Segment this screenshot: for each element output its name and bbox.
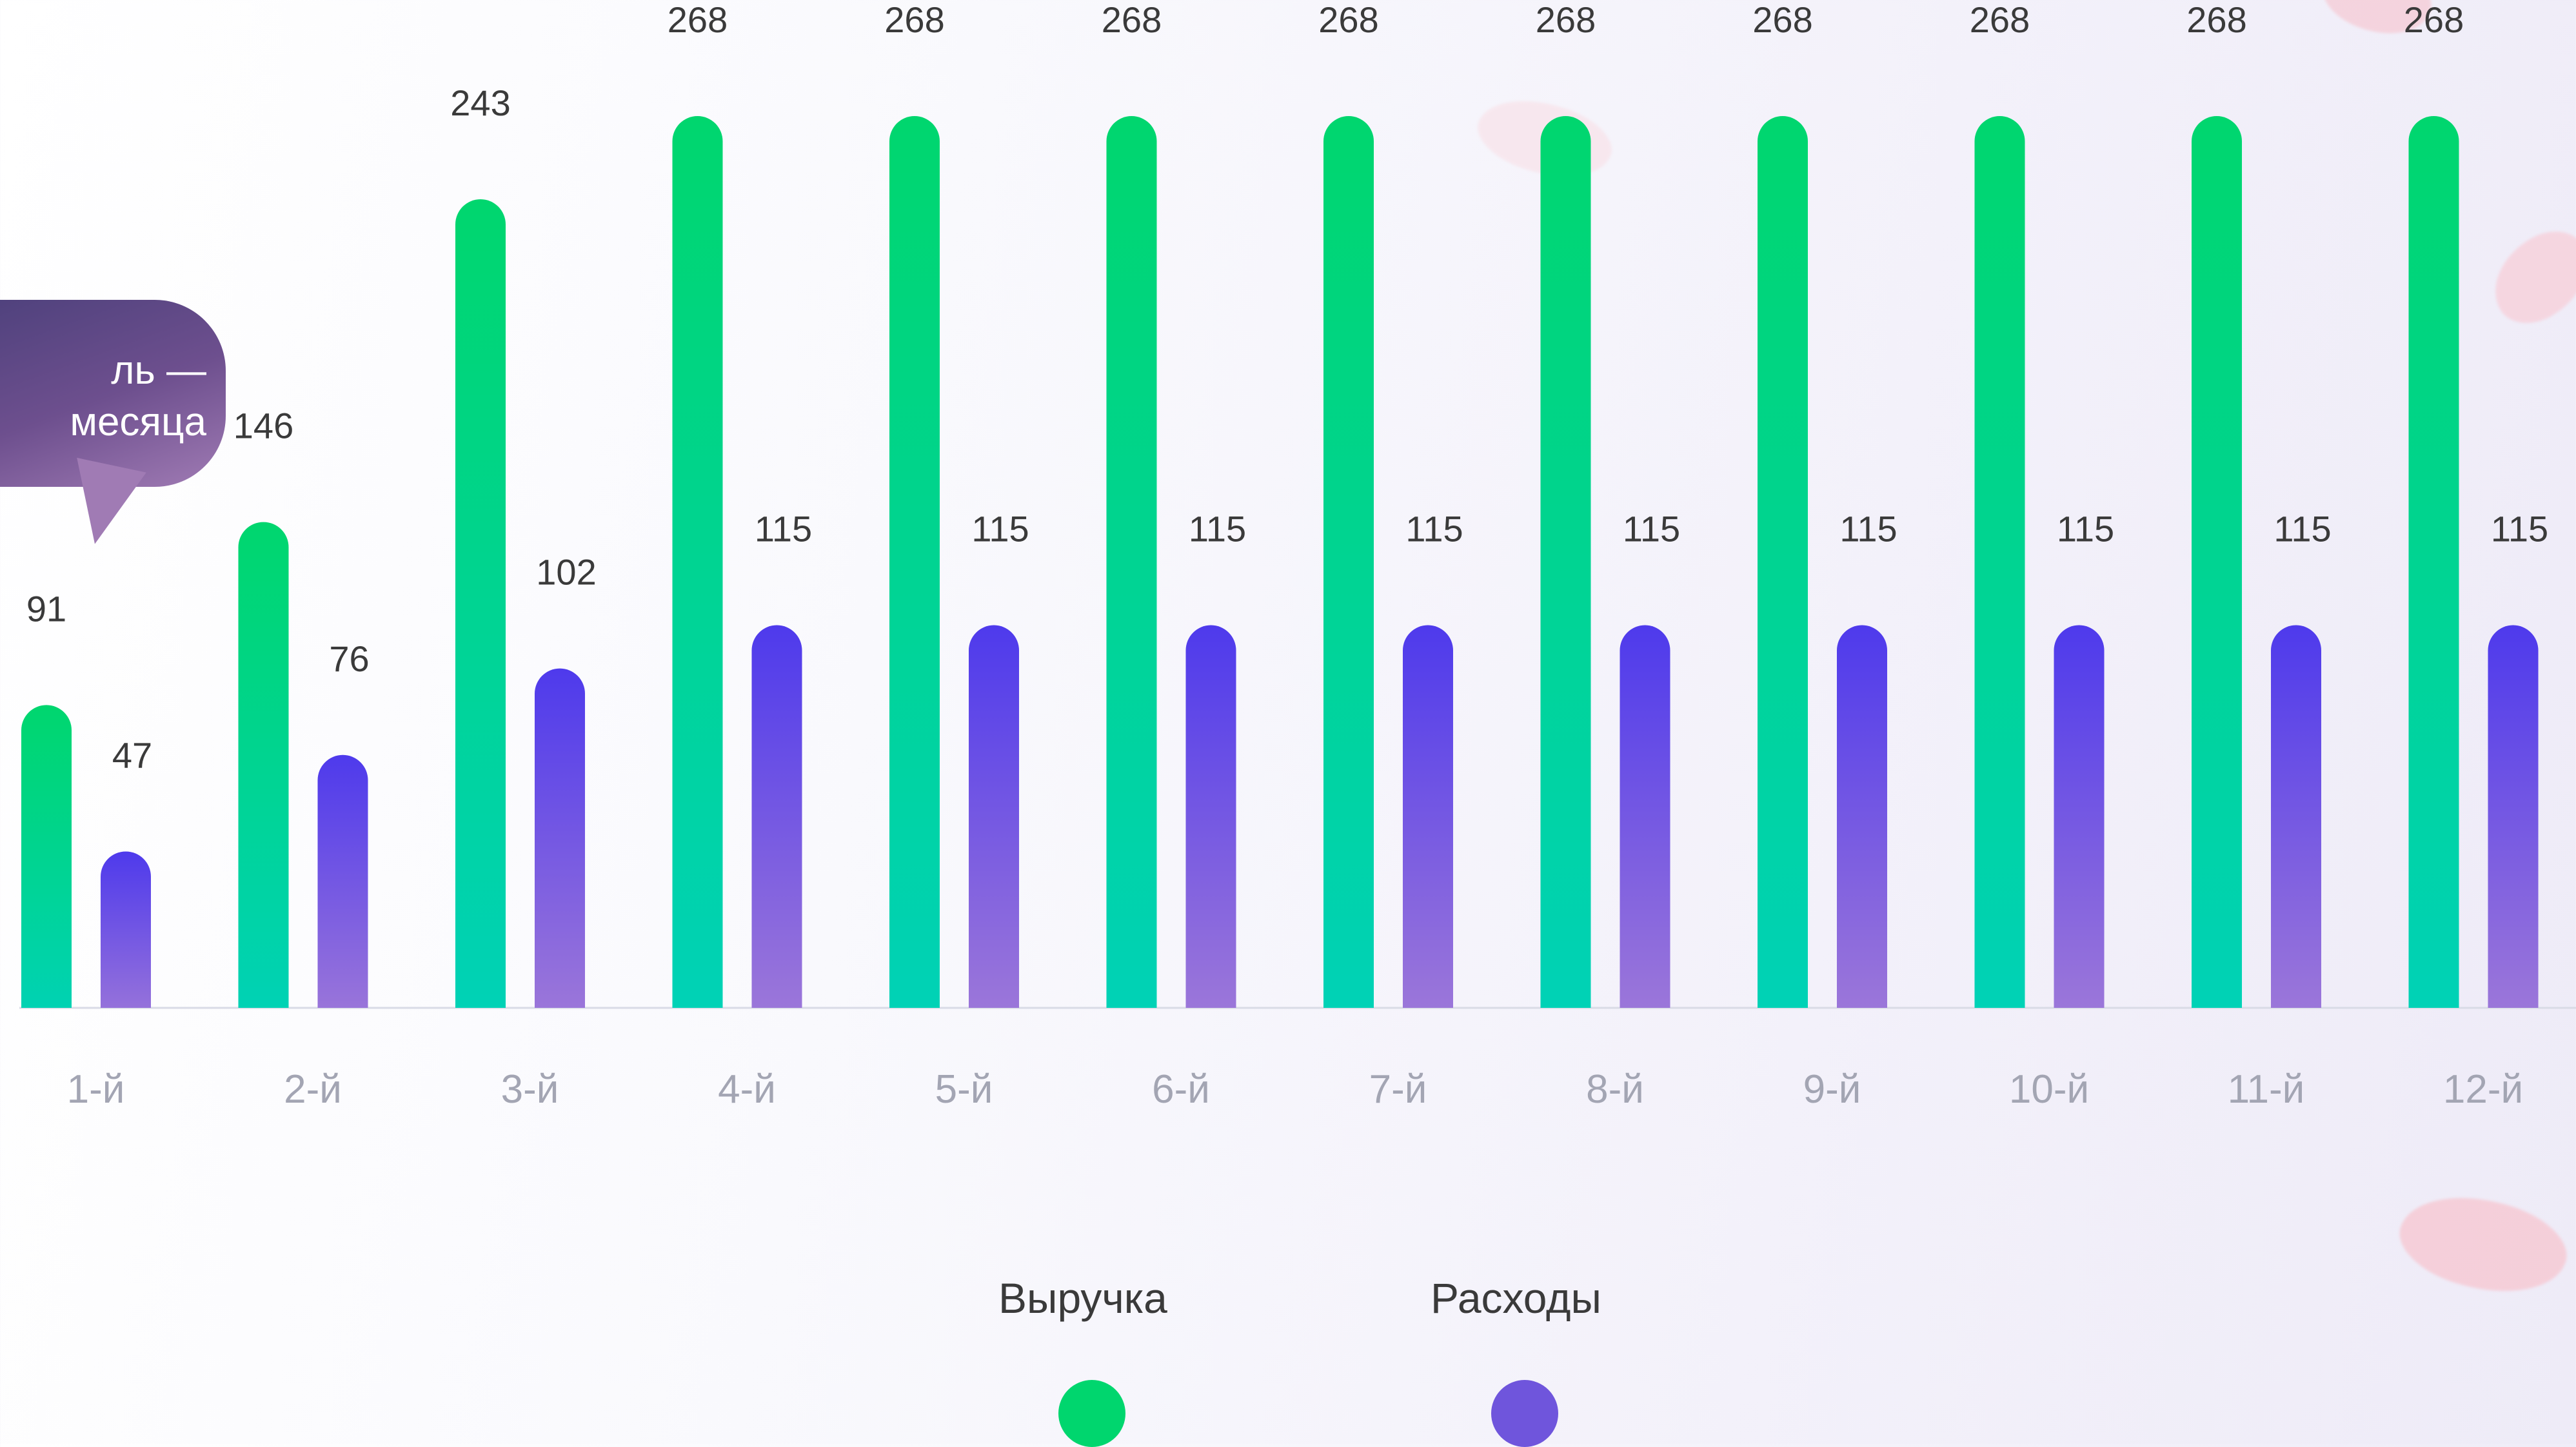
bar-revenue-12 [2409,116,2459,1033]
x-tick-label-9: 9-й [1803,1067,1861,1112]
value-label-expenses-7: 115 [1405,509,1463,549]
bar-revenue-8 [1541,116,1591,1033]
x-tick-label-3: 3-й [501,1067,559,1112]
value-label-revenue-2: 146 [233,406,293,446]
bar-expenses-5 [969,625,1019,1033]
bar-expenses-1 [101,851,151,1033]
value-label-revenue-11: 268 [2186,0,2246,40]
bar-expenses-7 [1403,625,1453,1033]
value-label-expenses-5: 115 [971,509,1029,549]
x-tick-label-7: 7-й [1369,1067,1427,1112]
x-tick-label-5: 5-й [935,1067,993,1112]
bar-expenses-10 [2054,625,2105,1033]
x-tick-label-1: 1-й [67,1067,125,1112]
value-label-expenses-12: 115 [2491,509,2548,549]
value-label-expenses-1: 47 [112,734,152,775]
value-label-expenses-11: 115 [2274,509,2331,549]
tooltip-text: ль — месяца [0,345,206,448]
bar-expenses-6 [1186,625,1236,1033]
bar-expenses-4 [752,625,802,1033]
bar-revenue-5 [889,116,940,1033]
x-tick-label-8: 8-й [1586,1067,1644,1112]
bar-expenses-11 [2271,625,2321,1033]
tooltip-line-2: месяца [0,397,206,448]
x-tick-label-6: 6-й [1152,1067,1210,1112]
bar-revenue-6 [1107,116,1157,1033]
value-label-expenses-8: 115 [1623,509,1680,549]
value-label-expenses-10: 115 [2057,509,2114,549]
value-label-revenue-12: 268 [2404,0,2464,40]
value-label-expenses-3: 102 [536,552,596,593]
value-label-expenses-6: 115 [1189,509,1246,549]
value-label-revenue-9: 268 [1752,0,1812,40]
bar-revenue-10 [1975,116,2025,1033]
bar-expenses-3 [535,669,585,1033]
value-label-expenses-9: 115 [1839,509,1897,549]
value-label-revenue-3: 243 [450,83,510,123]
x-tick-label-4: 4-й [718,1067,776,1112]
bar-expenses-8 [1620,625,1670,1033]
bar-revenue-1 [21,705,72,1033]
x-tick-label-11: 11-й [2228,1067,2305,1112]
value-label-revenue-5: 268 [884,0,944,40]
value-label-revenue-6: 268 [1102,0,1162,40]
x-tick-label-12: 12-й [2443,1067,2523,1112]
value-label-revenue-7: 268 [1318,0,1378,40]
value-label-expenses-4: 115 [755,509,812,549]
bar-revenue-9 [1758,116,1808,1033]
bar-expenses-2 [318,755,368,1033]
tooltip-line-1: ль — [0,345,206,397]
value-label-revenue-4: 268 [668,0,728,40]
bar-revenue-3 [455,199,506,1033]
value-label-revenue-10: 268 [1970,0,2030,40]
value-label-revenue-1: 91 [26,588,66,629]
value-label-expenses-2: 76 [329,638,369,679]
legend-dot-revenue [1058,1380,1125,1447]
x-tick-label-10: 10-й [2009,1067,2089,1112]
value-label-revenue-8: 268 [1536,0,1596,40]
bar-revenue-4 [673,116,723,1033]
x-tick-label-2: 2-й [284,1067,342,1112]
legend-label-revenue: Выручка [998,1274,1167,1323]
legend-label-expenses: Расходы [1431,1274,1601,1323]
bar-expenses-9 [1837,625,1887,1033]
bar-revenue-2 [239,522,289,1033]
bar-revenue-7 [1323,116,1374,1033]
bar-revenue-11 [2192,116,2242,1033]
legend-dot-expenses [1491,1380,1558,1447]
bar-expenses-12 [2488,625,2539,1033]
